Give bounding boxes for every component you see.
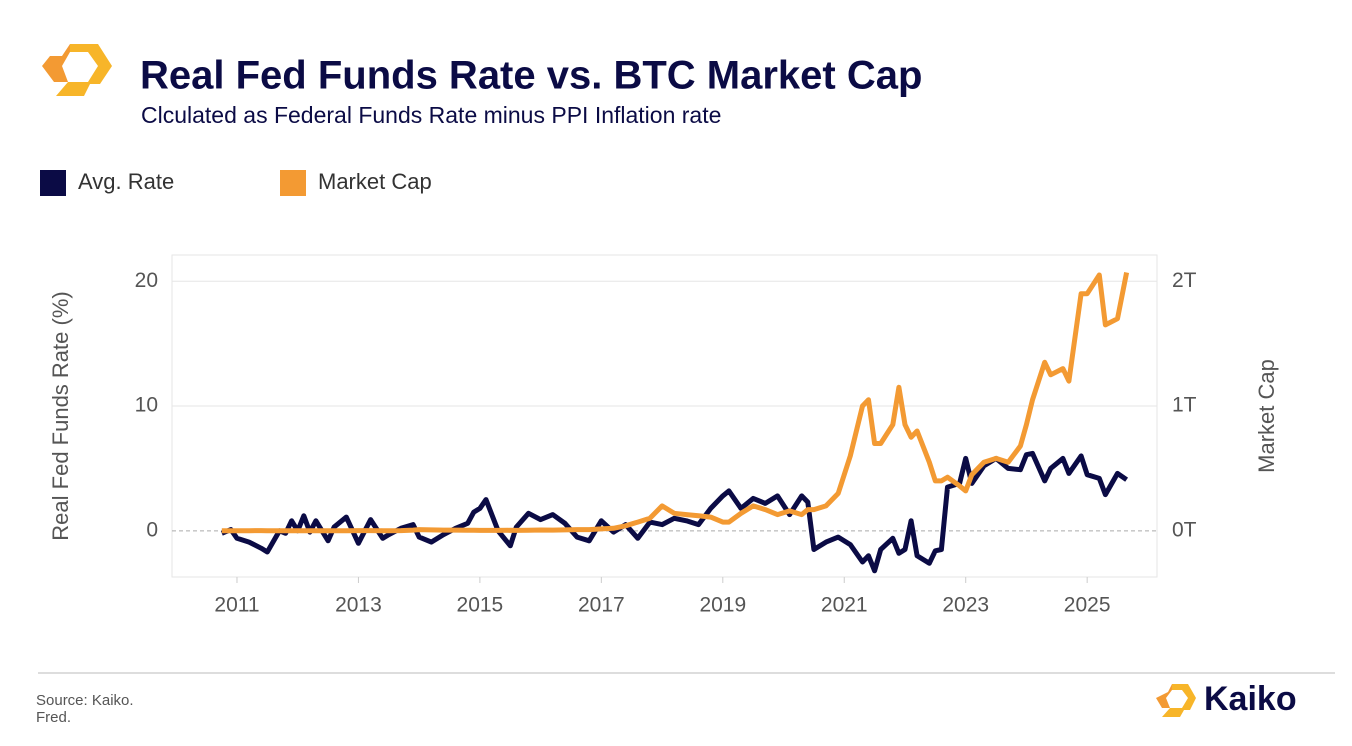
legend-swatch bbox=[280, 170, 306, 196]
y-tick-label: 20 bbox=[135, 269, 158, 292]
y-axis-label: Real Fed Funds Rate (%) bbox=[48, 291, 73, 540]
brand-logo bbox=[1156, 684, 1196, 717]
y2-tick-label: 1T bbox=[1172, 394, 1197, 417]
series-line bbox=[221, 272, 1130, 534]
plot-frame bbox=[171, 254, 1158, 578]
x-tick-label: 2015 bbox=[457, 594, 504, 617]
brand: Kaiko bbox=[1204, 680, 1297, 718]
x-tick-label: 2023 bbox=[942, 594, 989, 617]
y2-tick-label: 2T bbox=[1172, 269, 1197, 292]
legend-label: Avg. Rate bbox=[78, 169, 174, 194]
x-tick-label: 2021 bbox=[821, 594, 868, 617]
source: Fred. bbox=[36, 709, 71, 726]
x-tick-label: 2025 bbox=[1064, 594, 1111, 617]
chart-subtitle: Clculated as Federal Funds Rate minus PP… bbox=[141, 102, 721, 128]
y2-axis-label: Market Cap bbox=[1254, 359, 1279, 473]
x-tick-label: 2017 bbox=[578, 594, 625, 617]
source: Source: Kaiko. bbox=[36, 692, 134, 709]
y2-tick-label: 0T bbox=[1172, 518, 1197, 541]
legend-swatch bbox=[40, 170, 66, 196]
legend-label: Market Cap bbox=[318, 169, 432, 194]
x-tick-label: 2013 bbox=[335, 594, 382, 617]
x-tick-label: 2019 bbox=[699, 594, 746, 617]
chart-title: Real Fed Funds Rate vs. BTC Market Cap bbox=[140, 54, 922, 98]
y-tick-label: 0 bbox=[146, 518, 158, 541]
x-tick-label: 2011 bbox=[214, 594, 259, 617]
y-tick-label: 10 bbox=[135, 394, 158, 417]
logo bbox=[42, 44, 112, 96]
